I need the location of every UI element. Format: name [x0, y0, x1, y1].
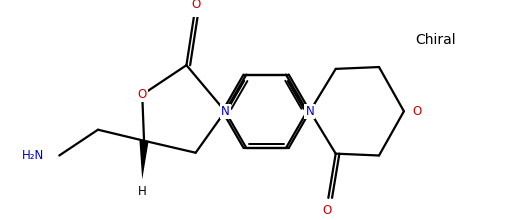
Text: Chiral: Chiral — [415, 33, 456, 47]
Text: O: O — [191, 0, 200, 11]
Polygon shape — [139, 141, 148, 180]
Text: H₂N: H₂N — [23, 149, 45, 162]
Text: N: N — [306, 105, 314, 118]
Text: O: O — [322, 204, 331, 217]
Text: O: O — [138, 88, 147, 101]
Text: H: H — [138, 185, 146, 198]
Text: O: O — [412, 105, 421, 118]
Text: N: N — [221, 105, 229, 118]
